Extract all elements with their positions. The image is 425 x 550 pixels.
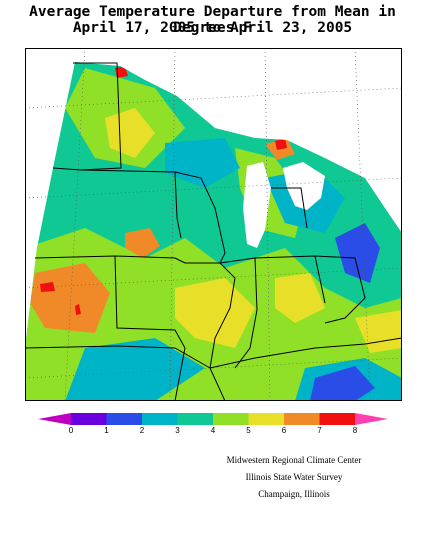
map-svg <box>25 48 402 401</box>
legend-tick-4: 4 <box>210 426 216 435</box>
legend-swatch-2 <box>142 413 178 425</box>
legend-swatch-1 <box>106 413 142 425</box>
credit-location: Champaign, Illinois <box>258 489 330 499</box>
legend-tick-2: 2 <box>139 426 145 435</box>
credit-center: Midwestern Regional Climate Center <box>226 455 362 465</box>
legend-swatch-7 <box>319 413 355 425</box>
legend-swatch-0 <box>71 413 107 425</box>
legend-tick-6: 6 <box>281 426 287 435</box>
state-borders <box>25 62 402 401</box>
legend-tick-3: 3 <box>175 426 180 435</box>
legend-swatch-5 <box>248 413 284 425</box>
legend-cap-low <box>38 413 71 425</box>
map-title: Average Temperature Departure from Mean … <box>29 4 396 36</box>
legend-swatch-6 <box>284 413 320 425</box>
credit-survey: Illinois State Water Survey <box>245 472 343 482</box>
temperature-departure-map <box>25 48 402 401</box>
map-date-range: April 17, 2005 to April 23, 2005 <box>72 20 353 36</box>
legend-bar <box>38 413 388 425</box>
legend-tick-0: 0 <box>68 426 74 435</box>
color-legend: 0 1 2 3 4 5 6 7 8 <box>38 412 388 442</box>
legend-tick-1: 1 <box>104 426 109 435</box>
legend-swatch-4 <box>213 413 249 425</box>
graticule <box>25 48 402 401</box>
legend-cap-high <box>355 413 388 425</box>
legend-swatch-3 <box>177 413 213 425</box>
legend-tick-8: 8 <box>352 426 358 435</box>
legend-tick-7: 7 <box>317 426 322 435</box>
great-lakes <box>205 48 402 248</box>
legend-tick-5: 5 <box>246 426 251 435</box>
